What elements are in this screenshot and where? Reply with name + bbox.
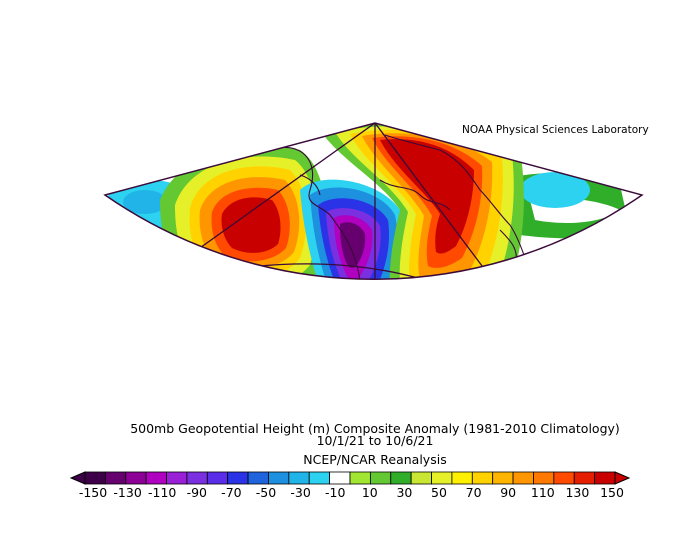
colorbar-swatch	[410, 471, 432, 485]
colorbar-tick-label: -50	[255, 485, 277, 500]
colorbar-tick-label: 50	[431, 485, 447, 500]
colorbar-tick-label: 70	[465, 485, 482, 500]
colorbar-tick-label: 110	[530, 485, 555, 500]
colorbar-swatch	[451, 471, 473, 485]
colorbar-swatch	[166, 471, 188, 485]
colorbar-swatch	[329, 471, 351, 485]
colorbar-tick-label: -130	[113, 485, 142, 500]
colorbar-swatch	[471, 471, 494, 485]
colorbar-tick-label: -70	[221, 485, 242, 500]
colorbar-swatch	[104, 471, 127, 485]
colorbar-swatch	[84, 471, 106, 485]
colorbar-swatch	[227, 471, 249, 485]
colorbar-swatch	[492, 471, 514, 485]
colorbar-tick-label: -90	[186, 485, 208, 500]
colorbar-tick-label: 10	[361, 485, 378, 500]
colorbar-tick-label: 130	[565, 485, 590, 500]
colorbar-arrow-right	[614, 471, 631, 485]
colorbar-swatch	[533, 471, 555, 485]
colorbar-arrow-left	[69, 471, 86, 485]
colorbar-swatch	[594, 471, 616, 485]
map-boundary	[103, 122, 644, 280]
colorbar-swatch	[247, 471, 269, 485]
colorbar-swatch	[573, 471, 596, 485]
colorbar-swatch	[288, 471, 310, 485]
colorbar-swatch	[186, 471, 208, 485]
colorbar-swatch	[369, 471, 392, 485]
colorbar-tick-label: -110	[148, 485, 177, 500]
dataset-name: NCEP/NCAR Reanalysis	[303, 452, 447, 467]
colorbar-tick-label: -30	[290, 485, 311, 500]
colorbar-swatch	[206, 471, 229, 485]
colorbar-tick-label: -10	[324, 485, 346, 500]
colorbar-swatch	[349, 471, 371, 485]
colorbar-swatch	[308, 471, 331, 485]
colorbar-swatch	[431, 471, 453, 485]
colorbar-tick-label: 30	[396, 485, 413, 500]
colorbar-tick-label: 90	[500, 485, 517, 500]
colorbar-tick-label: 150	[600, 485, 624, 500]
colorbar-swatch	[553, 471, 575, 485]
colorbar-swatch	[145, 471, 167, 485]
colorbar-swatch	[512, 471, 534, 485]
colorbar-tick-label: -150	[78, 485, 108, 500]
colorbar-swatch	[390, 471, 412, 485]
colorbar-swatch	[268, 471, 290, 485]
lab-credit: NOAA Physical Sciences Laboratory	[462, 124, 649, 136]
date-range: 10/1/21 to 10/6/21	[316, 433, 434, 448]
colorbar-swatch	[125, 471, 147, 485]
title-line: 500mb Geopotential Height (m) Composite …	[130, 421, 620, 436]
